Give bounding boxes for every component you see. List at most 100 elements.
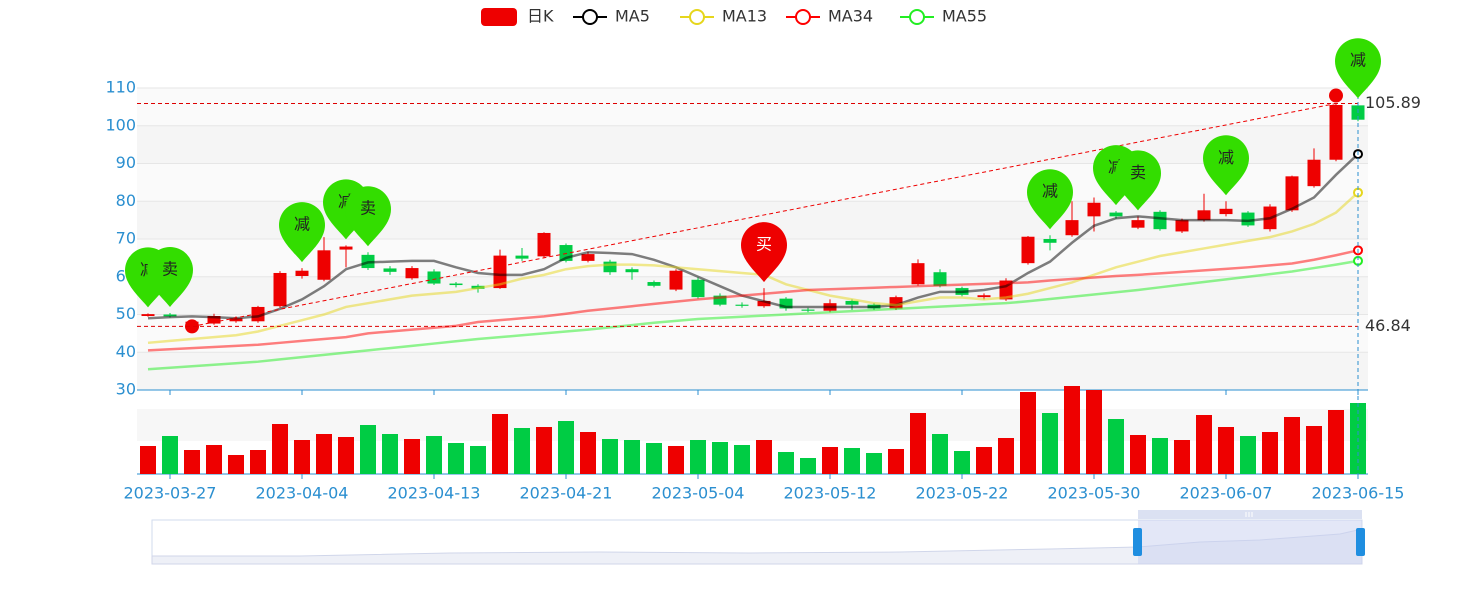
x-tick-label: 2023-06-15 <box>1312 484 1405 503</box>
legend-icon <box>795 9 811 25</box>
zoom-handle[interactable] <box>1356 528 1365 556</box>
signal-pin <box>1027 169 1073 230</box>
volume-bar <box>1064 386 1080 474</box>
signal-label: 卖 <box>360 199 376 218</box>
volume-bar <box>800 458 816 474</box>
volume-bar <box>1306 426 1322 474</box>
legend-label: MA5 <box>615 7 650 26</box>
grid-band <box>137 352 1368 390</box>
legend-icon <box>909 9 925 25</box>
signal-pin <box>345 186 391 247</box>
candle-body <box>383 268 397 272</box>
volume-bar <box>1086 390 1102 474</box>
volume-bar <box>1042 413 1058 474</box>
volume-bar <box>976 447 992 474</box>
candle-body <box>1065 220 1079 236</box>
candle-body <box>1109 212 1123 217</box>
volume-bar <box>250 450 266 474</box>
volume-bar <box>1196 415 1212 474</box>
volume-bar <box>492 414 508 474</box>
candle-body <box>207 316 221 324</box>
y-tick-label: 30 <box>116 380 136 399</box>
candle-body <box>339 246 353 250</box>
volume-bar <box>668 446 684 474</box>
y-tick-label: 90 <box>116 153 136 172</box>
volume-bar <box>272 424 288 474</box>
x-tick-label: 2023-05-22 <box>916 484 1009 503</box>
signal-pin <box>741 222 787 283</box>
x-tick-label: 2023-05-12 <box>784 484 877 503</box>
volume-bar <box>1218 427 1234 474</box>
price-layer <box>141 103 1365 371</box>
legend-label: MA34 <box>828 7 873 26</box>
volume-bar <box>1152 438 1168 474</box>
y-tick-label: 110 <box>105 78 136 97</box>
volume-bar <box>954 451 970 474</box>
volume-bar <box>998 438 1014 474</box>
candle-body <box>977 295 991 298</box>
volume-bar <box>778 452 794 474</box>
legend-icon <box>582 9 598 25</box>
volume-bar <box>932 434 948 474</box>
volume-bar <box>1130 435 1146 474</box>
ma-line <box>147 249 1359 352</box>
candle-body <box>625 269 639 273</box>
volume-bar <box>162 436 178 474</box>
candle-body <box>1131 220 1145 228</box>
zoom-window[interactable] <box>1138 520 1362 564</box>
volume-bar <box>448 443 464 474</box>
candle-body <box>295 270 309 276</box>
volume-bar <box>602 439 618 474</box>
volume-bar <box>206 445 222 474</box>
grid-band <box>137 314 1368 353</box>
candle-body <box>1153 211 1167 230</box>
candle-body <box>647 282 661 286</box>
x-tick-label: 2023-06-07 <box>1180 484 1273 503</box>
signal-label: 卖 <box>162 259 178 278</box>
candle-body <box>1175 220 1189 232</box>
zoom-handle[interactable] <box>1133 528 1142 556</box>
volume-bar <box>844 448 860 474</box>
zoom-move-bar[interactable] <box>1138 510 1362 519</box>
x-tick-label: 2023-04-04 <box>256 484 349 503</box>
volume-bar <box>228 455 244 474</box>
candle-body <box>581 254 595 261</box>
ma-line <box>147 259 1359 371</box>
legend-icon <box>689 9 705 25</box>
candle-body <box>1043 239 1057 243</box>
candle-body <box>603 261 617 273</box>
candle-body <box>933 272 947 286</box>
volume-bar <box>734 445 750 474</box>
volume-bar <box>1284 417 1300 474</box>
volume-bar <box>888 449 904 474</box>
legend-label: MA13 <box>722 7 767 26</box>
x-tick-label: 2023-03-27 <box>124 484 217 503</box>
candle-body <box>163 314 177 317</box>
candle-body <box>1285 176 1299 211</box>
volume-bar <box>184 450 200 474</box>
volume-bar <box>624 440 640 474</box>
volume-bar <box>514 428 530 474</box>
candle-body <box>779 298 793 309</box>
candle-body <box>515 255 529 259</box>
candle-body <box>493 255 507 289</box>
candle-body <box>427 271 441 284</box>
legend-layer: 日K MA5 MA13 MA34 MA55 <box>481 7 987 26</box>
candle-body <box>1241 212 1255 226</box>
candle-body <box>449 283 463 286</box>
max-point <box>1329 88 1343 103</box>
volume-bar <box>580 432 596 474</box>
volume-bar <box>1108 419 1124 474</box>
vol-layer <box>140 386 1366 474</box>
signal-pin <box>147 246 193 307</box>
data-zoom[interactable] <box>151 510 1365 565</box>
candle-body <box>405 268 419 279</box>
x-tick-label: 2023-04-13 <box>388 484 481 503</box>
signal-pin <box>1203 135 1249 196</box>
candle-body <box>911 263 925 285</box>
candle-body <box>273 272 287 307</box>
volume-bar <box>536 427 552 474</box>
grid-layer: 304050607080901001102023-03-272023-04-04… <box>105 78 1404 503</box>
